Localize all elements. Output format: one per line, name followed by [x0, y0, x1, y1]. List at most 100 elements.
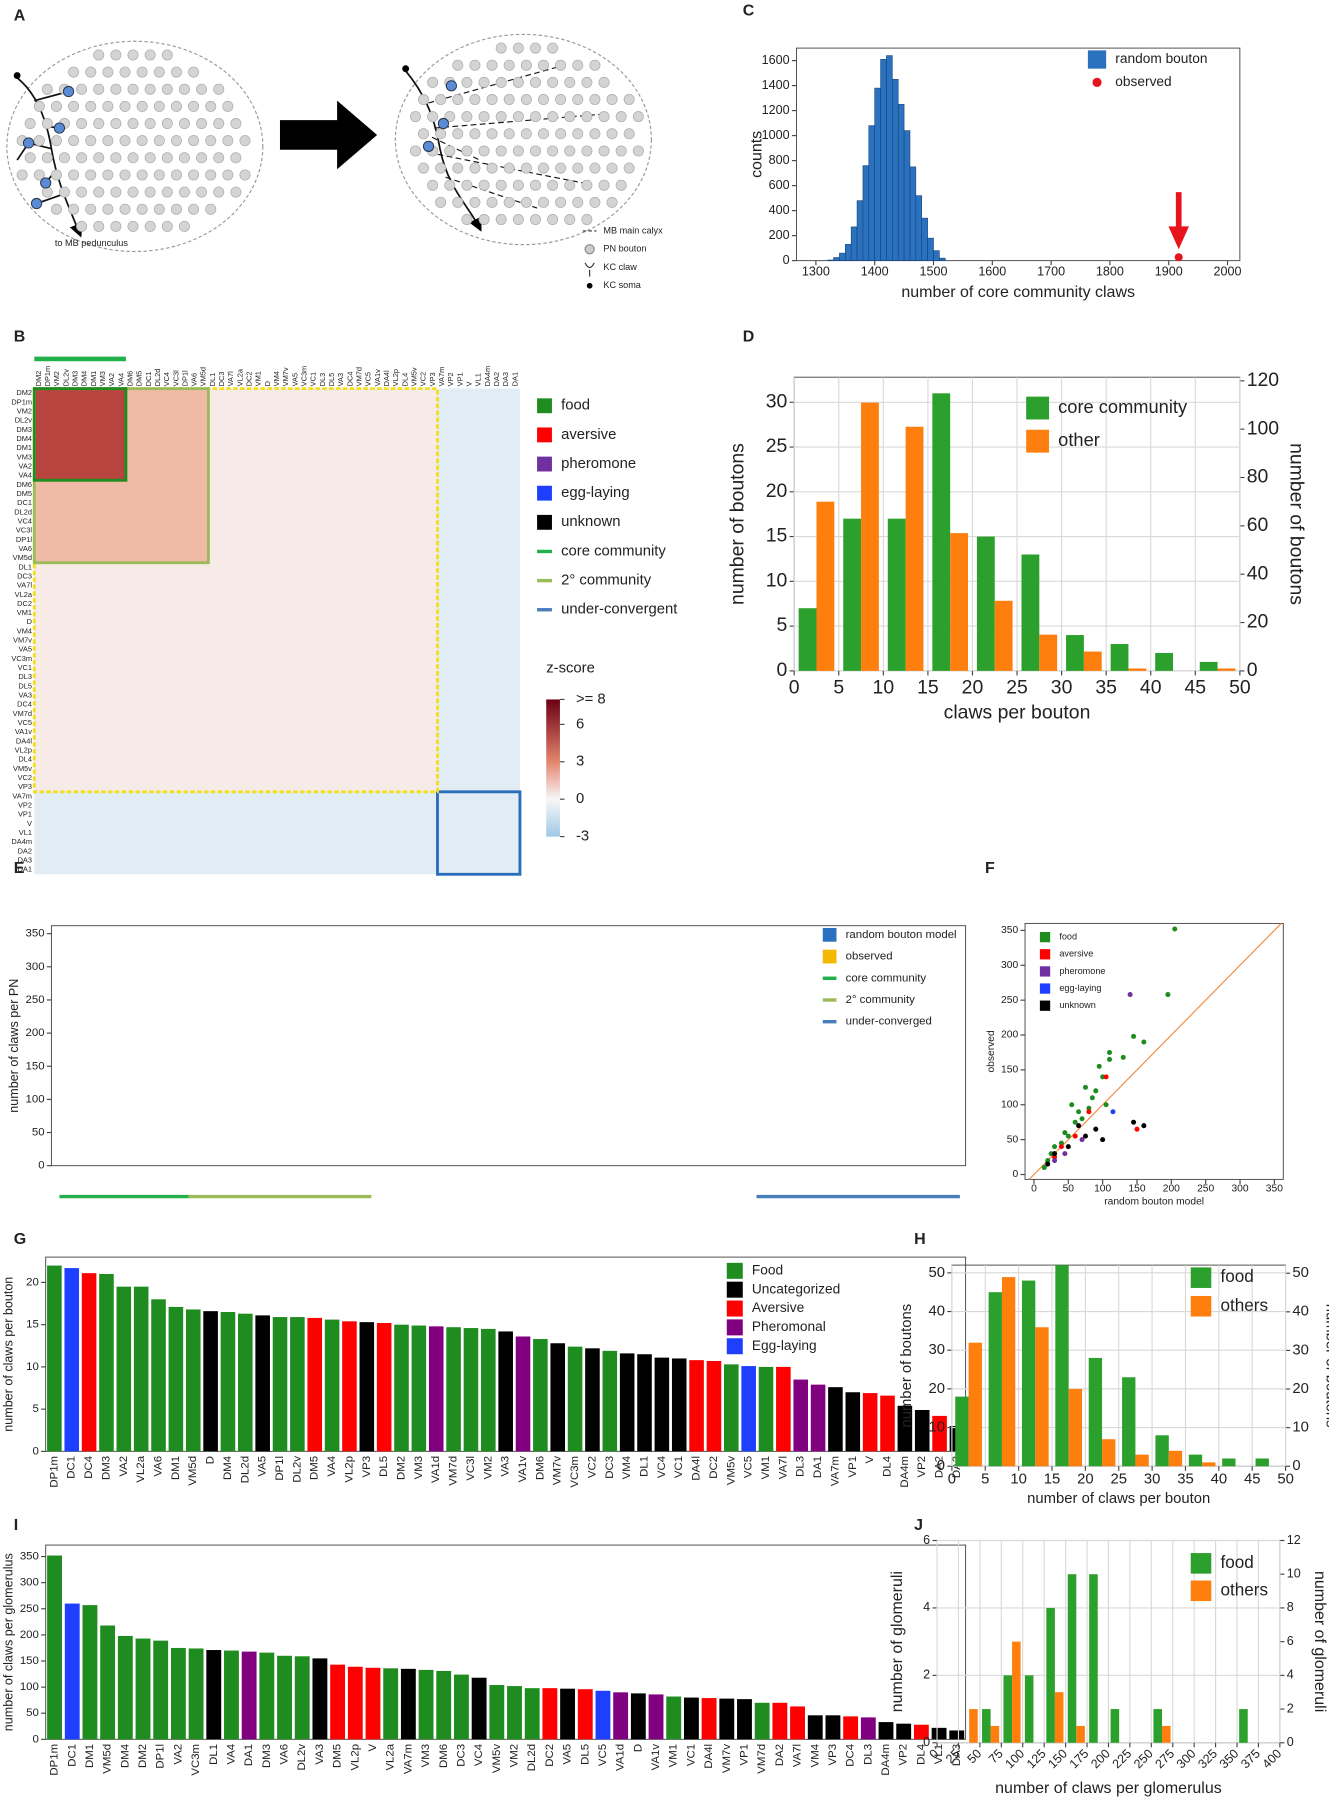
y-axis-label: number of claws per glomerulus — [1, 1553, 15, 1731]
x-tick-label: 5 — [981, 1472, 989, 1488]
row-label: DA3 — [18, 855, 32, 864]
col-label: VC2 — [419, 372, 428, 386]
y2-tick-label: 40 — [1247, 562, 1269, 584]
pn-bouton — [555, 162, 567, 174]
bar — [1239, 1709, 1248, 1743]
bar — [666, 1696, 682, 1740]
legend-symbol — [822, 927, 837, 942]
pn-bouton — [170, 135, 182, 147]
x-tick-label: DC3 — [455, 1744, 467, 1767]
y-tick-label: 350 — [20, 1551, 39, 1563]
x-tick-label: 40 — [1211, 1472, 1228, 1488]
y-tick-label: 0 — [777, 659, 788, 681]
pn-bouton — [537, 128, 549, 140]
x-tick-label: VP2 — [916, 1456, 928, 1478]
col-label: VM3 — [98, 371, 107, 386]
pn-bouton — [503, 94, 515, 105]
point — [1076, 1123, 1082, 1129]
bar — [706, 1360, 722, 1452]
x-tick-label: DM4 — [119, 1743, 131, 1768]
bar — [100, 1625, 116, 1740]
pn-bouton — [170, 203, 182, 215]
pn-bouton — [537, 94, 549, 105]
legend-label: Aversive — [752, 1300, 805, 1315]
col-label: DA2 — [492, 372, 501, 386]
legend-label: KC claw — [603, 262, 637, 272]
x-tick-label: 100 — [1002, 1746, 1027, 1771]
bar — [1217, 668, 1236, 671]
y-tick-label: 300 — [1001, 960, 1018, 971]
x-tick-label: VA1d — [615, 1744, 627, 1771]
col-label: DL3 — [318, 373, 327, 387]
pn-bouton — [469, 59, 481, 71]
point — [1093, 1088, 1099, 1094]
pn-bouton — [68, 203, 80, 215]
legend-symbol — [1190, 1295, 1212, 1317]
bar — [896, 1723, 912, 1740]
bar — [950, 533, 969, 671]
pn-bouton — [512, 111, 524, 123]
x-tick-label: 5 — [833, 676, 844, 698]
pn-bouton — [85, 203, 97, 215]
bar — [776, 1366, 791, 1452]
pn-bouton — [178, 83, 190, 95]
bar — [400, 1668, 416, 1740]
legend-label: food — [1220, 1266, 1253, 1286]
pn-bouton — [589, 162, 601, 174]
legend-symbol — [537, 427, 552, 443]
x-tick-label: DM1 — [84, 1744, 96, 1768]
pn-bouton — [564, 111, 576, 123]
y-tick-label: 30 — [929, 1342, 946, 1358]
bar — [903, 130, 911, 261]
pn-bouton — [615, 179, 627, 191]
pn-bouton — [178, 118, 190, 129]
community-block — [436, 790, 522, 876]
bar — [220, 1312, 236, 1452]
bar — [560, 1688, 576, 1740]
point — [1131, 1119, 1137, 1125]
row-label: DM1 — [16, 443, 32, 452]
bar — [585, 1348, 600, 1452]
pn-bouton — [33, 169, 45, 181]
x-tick-label: DM1 — [170, 1456, 182, 1480]
pn-bouton — [589, 196, 601, 208]
bar — [758, 1366, 774, 1452]
pn-bouton — [161, 49, 173, 61]
bar — [1021, 554, 1040, 671]
colorbar — [546, 699, 560, 837]
plot-frame — [45, 1544, 967, 1740]
x-tick-label: 350 — [1217, 1746, 1242, 1771]
x-tick-label: 45 — [1185, 676, 1207, 698]
legend-symbol — [1190, 1553, 1212, 1574]
pn-bouton — [537, 59, 549, 71]
x-tick-label: VA3 — [314, 1744, 326, 1765]
legend-label: KC soma — [603, 280, 641, 290]
row-label: VM3 — [17, 452, 32, 461]
x-tick-label: DC2 — [544, 1744, 556, 1767]
bar — [724, 1364, 739, 1452]
pn-bouton — [161, 220, 173, 232]
y-tick-label: 4 — [923, 1600, 930, 1614]
x-tick-label: 30 — [1051, 676, 1073, 698]
x-tick-label: VL2p — [343, 1456, 355, 1483]
x-tick-label: 300 — [1231, 1183, 1248, 1194]
pn-bouton — [127, 118, 139, 129]
col-label: VM7d — [355, 367, 364, 386]
x-tick-label: V — [864, 1456, 876, 1464]
row-label: VP3 — [18, 782, 32, 791]
pn-bouton — [50, 100, 62, 112]
y2-axis-label: number of glomeruli — [1311, 1571, 1328, 1712]
pn-bouton — [632, 145, 644, 157]
legend-label: food — [561, 398, 590, 414]
col-label: VL1 — [474, 373, 483, 386]
bar — [874, 87, 881, 261]
x-tick-label: VP2 — [898, 1744, 910, 1766]
bar — [968, 1342, 982, 1467]
bar — [933, 250, 940, 261]
plot-frame — [1024, 922, 1284, 1180]
pn-bouton — [188, 66, 200, 78]
pn-bouton — [188, 135, 200, 147]
bar — [99, 1273, 114, 1452]
x-tick-label: DA3 — [951, 1456, 963, 1478]
bar — [1003, 1675, 1013, 1743]
